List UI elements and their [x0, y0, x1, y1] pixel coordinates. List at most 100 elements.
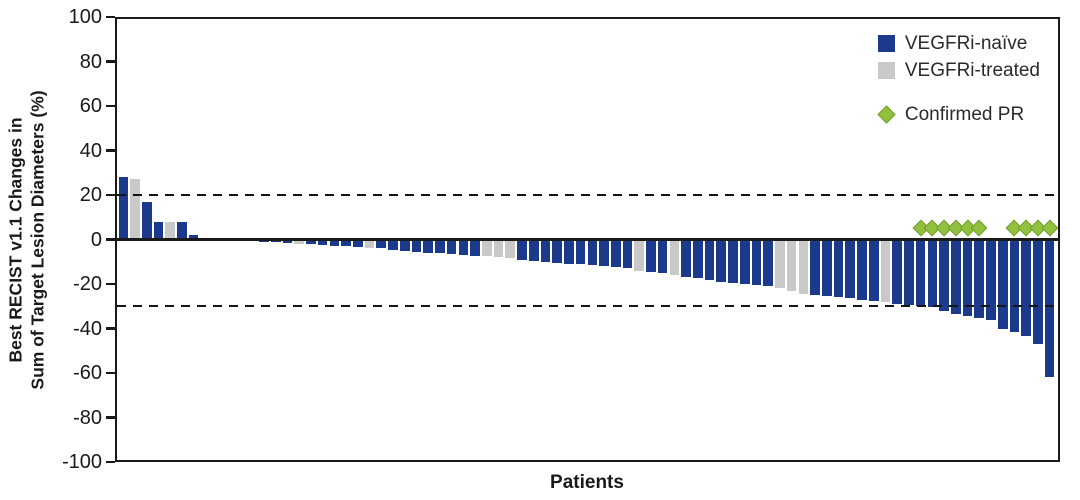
y-tick-mark [106, 327, 115, 330]
patient-bar-29-naive [446, 239, 457, 254]
patient-bar-56-naive [763, 239, 773, 287]
patient-bar-78-naive [1021, 239, 1031, 337]
patient-bar-67-naive [892, 239, 902, 305]
patient-bar-72-naive [950, 239, 961, 315]
patient-bar-55-naive [751, 239, 762, 286]
patient-bar-1-naive [118, 177, 129, 240]
patient-bar-46-naive [646, 239, 656, 272]
patient-bar-53-naive [728, 239, 738, 283]
y-tick-mark [106, 149, 115, 152]
patient-bar-71-naive [939, 239, 949, 311]
patient-bar-58-treated [786, 239, 797, 291]
naive-swatch-icon [877, 35, 895, 52]
legend-item-vegfri-naive: VEGFRi-naïve [877, 30, 1040, 57]
patient-bar-73-naive [962, 239, 973, 317]
patient-bar-40-naive [575, 239, 586, 264]
y-tick-label: 60 [79, 95, 102, 117]
patient-bar-75-naive [986, 239, 996, 320]
patient-bar-32-treated [481, 239, 492, 257]
reference-line-minus-30 [117, 305, 1058, 308]
legend-label-confirmed-pr: Confirmed PR [904, 103, 1025, 125]
y-tick-label: -100 [61, 451, 102, 473]
patient-bar-28-naive [435, 239, 445, 253]
confirmed-pr-diamond-icon [877, 105, 896, 124]
patient-bar-19-naive [329, 239, 340, 247]
patient-bar-17-naive [306, 239, 316, 244]
patient-bar-24-naive [388, 239, 398, 250]
y-tick-label: 0 [90, 228, 102, 251]
patient-bar-60-naive [810, 239, 820, 296]
patient-bar-38-naive [552, 239, 562, 263]
y-tick-mark [106, 282, 115, 286]
y-tick-mark [106, 238, 115, 241]
patient-bar-39-naive [564, 239, 574, 264]
patient-bar-54-naive [739, 239, 750, 284]
y-tick-mark [106, 15, 115, 19]
patient-bar-59-treated [798, 239, 809, 294]
treated-swatch-icon [877, 62, 895, 79]
patient-bar-57-treated [775, 239, 785, 289]
patient-bar-44-naive [622, 239, 633, 269]
patient-bar-4-naive [153, 221, 164, 240]
x-axis-title: Patients [550, 472, 624, 493]
patient-bar-63-naive [845, 239, 856, 299]
patient-bar-27-naive [423, 239, 433, 253]
patient-bar-49-naive [681, 239, 691, 278]
patient-bar-20-naive [341, 239, 351, 247]
patient-bar-23-naive [376, 239, 387, 249]
patient-bar-65-naive [868, 239, 879, 301]
patient-bar-3-naive [141, 201, 152, 240]
patient-bar-31-naive [470, 239, 480, 257]
patient-bar-68-naive [904, 239, 914, 306]
patient-bar-61-naive [822, 239, 832, 297]
patient-bar-47-naive [657, 239, 668, 273]
patient-bar-35-naive [517, 239, 527, 260]
patient-bar-2-treated [130, 179, 140, 240]
patient-bar-41-naive [587, 239, 598, 266]
zero-baseline [115, 238, 1060, 241]
bars-container [117, 19, 1058, 460]
patient-bar-5-treated [165, 221, 176, 240]
patient-bar-6-naive [177, 221, 187, 240]
patient-bar-15-naive [282, 239, 293, 243]
patient-bar-66-treated [880, 239, 891, 302]
y-tick-label: -40 [73, 317, 102, 340]
patient-bar-36-naive [528, 239, 539, 261]
legend-item-vegfri-treated: VEGFRi-treated [877, 57, 1040, 84]
y-tick-mark [106, 371, 115, 375]
patient-bar-69-naive [915, 239, 926, 307]
patient-bar-51-naive [704, 239, 715, 280]
y-axis-title-line1: Best RECIST v1.1 Changes in [5, 117, 26, 363]
y-tick-label: 40 [79, 139, 102, 162]
y-tick-label: -20 [73, 273, 102, 295]
y-tick-mark [106, 416, 115, 419]
patient-bar-80-naive [1044, 239, 1055, 378]
patient-bar-62-naive [833, 239, 844, 298]
patient-bar-34-treated [505, 239, 516, 259]
patient-bar-25-naive [399, 239, 410, 251]
patient-bar-26-naive [411, 239, 422, 252]
reference-line-plus-20 [117, 193, 1058, 197]
patient-bar-64-naive [857, 239, 867, 300]
patient-bar-42-naive [599, 239, 609, 267]
y-tick-mark [106, 60, 115, 63]
patient-bar-22-treated [364, 239, 375, 249]
patient-bar-7-naive [188, 235, 199, 240]
y-tick-mark [106, 460, 115, 464]
patient-bar-52-naive [716, 239, 727, 282]
patient-bar-33-treated [493, 239, 504, 258]
legend-item-confirmed-pr: Confirmed PR [877, 101, 1040, 128]
patient-bar-74-naive [974, 239, 985, 319]
patient-bar-43-naive [610, 239, 621, 268]
patient-bar-70-naive [927, 239, 938, 308]
patient-bar-77-naive [1009, 239, 1020, 332]
patient-bar-37-naive [540, 239, 551, 262]
patient-bar-76-naive [997, 239, 1008, 329]
patient-bar-18-naive [317, 239, 328, 246]
patient-bar-21-naive [353, 239, 363, 248]
legend: VEGFRi-naïve VEGFRi-treated Confirmed PR [877, 30, 1040, 128]
patient-bar-16-treated [294, 239, 304, 244]
legend-label-treated: VEGFRi-treated [904, 59, 1040, 81]
y-tick-label: 80 [79, 50, 102, 73]
